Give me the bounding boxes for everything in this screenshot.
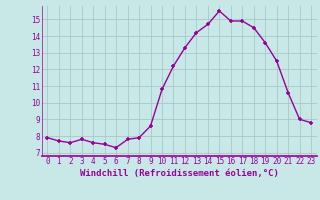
X-axis label: Windchill (Refroidissement éolien,°C): Windchill (Refroidissement éolien,°C) — [80, 169, 279, 178]
